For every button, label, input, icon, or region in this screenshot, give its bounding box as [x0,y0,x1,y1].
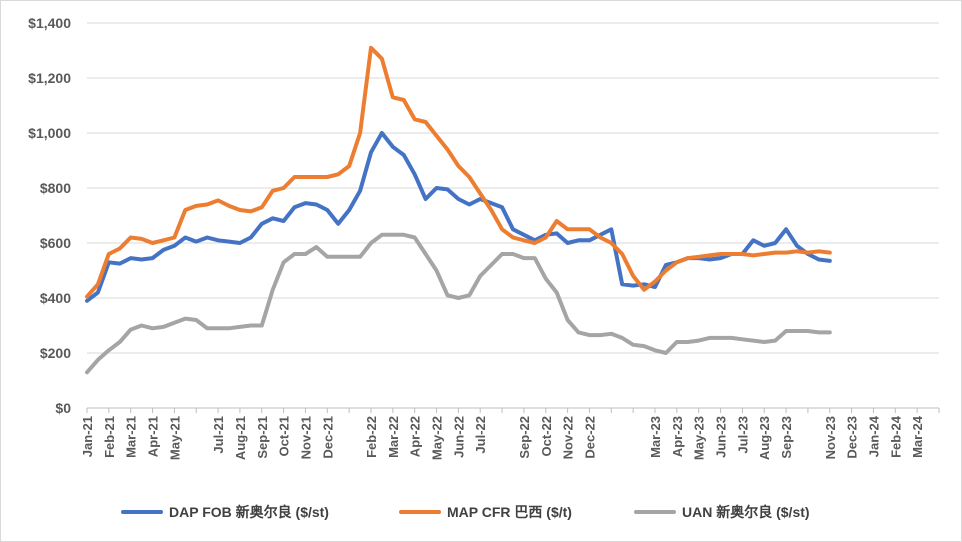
x-tick-label: Aug-21 [233,416,248,460]
y-tick-label: $600 [40,235,71,251]
x-tick-label: Sep-22 [517,416,532,459]
x-tick-label: Nov-21 [298,416,313,459]
x-tick-label: May-23 [692,416,707,460]
series-line-1 [85,131,832,303]
legend-label-1: DAP FOB 新奥尔良 ($/st) [169,504,329,520]
x-tick-label: Apr-22 [408,416,423,457]
y-tick-label: $200 [40,345,71,361]
x-tick-label: Sep-23 [779,416,794,459]
x-tick-label: Jun-23 [714,416,729,458]
x-tick-label: Jul-21 [211,416,226,454]
y-tick-label: $400 [40,290,71,306]
x-tick-label: Feb-24 [888,415,903,458]
x-tick-label: Feb-21 [102,416,117,458]
x-tick-label: Jul-22 [473,416,488,454]
x-tick-label: Aug-23 [757,416,772,460]
x-tick-label: Dec-22 [582,416,597,459]
x-tick-label: Dec-23 [845,416,860,459]
x-tick-label: Apr-23 [670,416,685,457]
x-tick-label: Mar-24 [910,415,925,458]
x-tick-label: Mar-23 [648,416,663,458]
x-axis: Jan-21 Feb-21 Mar-21 Apr-21 May-21 Jul-21 Aug-… [80,407,940,460]
x-tick-label: Nov-22 [561,416,576,459]
x-tick-label: Mar-21 [124,416,139,458]
legend-label-3: UAN 新奥尔良 ($/st) [682,504,810,520]
x-tick-label: Jun-22 [451,416,466,458]
x-tick-label: May-22 [430,416,445,460]
series-line-3 [85,232,832,375]
x-tick-label: Oct-21 [277,416,292,456]
y-tick-label: $1,400 [28,15,71,31]
x-tick-label: Oct-22 [539,416,554,456]
y-tick-label: $1,200 [28,70,71,86]
x-tick-label: Apr-21 [146,416,161,457]
x-tick-label: Sep-21 [255,416,270,459]
y-axis: $0 $200 $400 $600 $800 $1,000 $1,200 $1,400 [28,15,71,416]
x-tick-label: May-21 [167,416,182,460]
series-layer [85,45,832,375]
legend: DAP FOB 新奥尔良 ($/st) MAP CFR 巴西 ($/t) UAN 新… [121,504,810,520]
legend-label-2: MAP CFR 巴西 ($/t) [447,504,572,520]
x-tick-label: Jul-23 [735,416,750,454]
grid-layer [87,22,939,409]
x-tick-label: Jan-24 [866,415,881,457]
y-tick-label: $0 [55,400,71,416]
x-tick-label: Jan-21 [80,416,95,457]
y-tick-label: $800 [40,180,71,196]
x-tick-label: Mar-22 [386,416,401,458]
y-tick-label: $1,000 [28,125,71,141]
x-tick-label: Feb-22 [364,416,379,458]
x-tick-label: Nov-23 [823,416,838,459]
series-line-2 [85,45,832,299]
x-tick-label: Dec-21 [320,416,335,459]
